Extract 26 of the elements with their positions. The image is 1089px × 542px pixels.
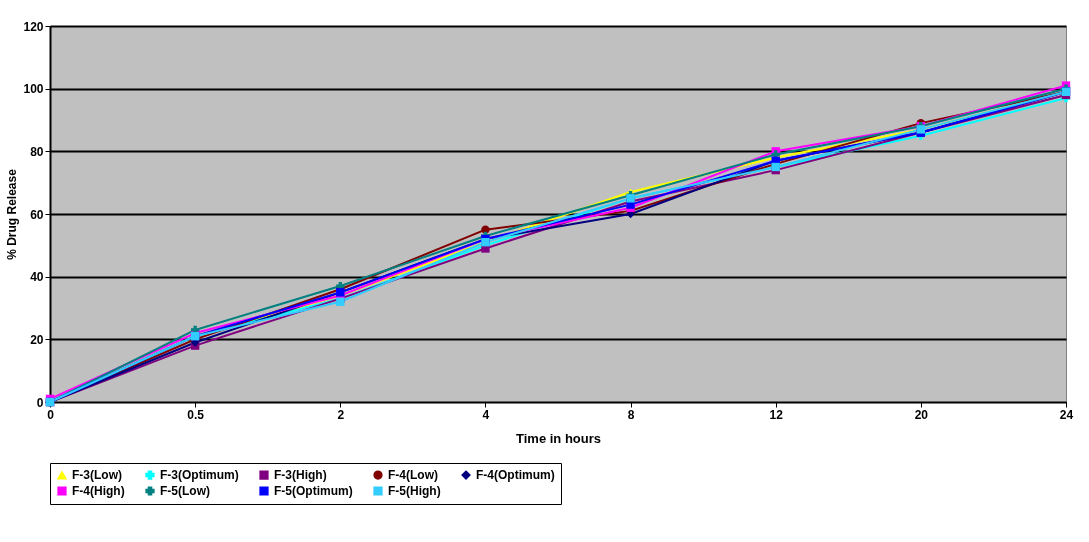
y-tick-label: 0 [36,395,44,410]
legend-label: F-4(High) [72,484,125,498]
legend-label: F-3(High) [274,468,327,483]
x-tick-label: 12 [769,407,784,422]
legend-label: F-5(Optimum) [274,484,353,498]
x-tick-label: 0 [47,407,55,422]
x-tick-label: 24 [1059,407,1074,422]
x-tick-label: 8 [627,407,635,422]
y-tick-label: 120 [23,19,44,34]
y-axis-title: % Drug Release [5,168,20,260]
y-tick-label: 20 [30,332,44,347]
x-tick-label: 2 [337,407,345,422]
legend-label: F-5(Low) [160,484,210,498]
legend-label: F-4(Low) [388,468,438,483]
x-tick-label: 20 [914,407,929,422]
legend-label: F-3(Low) [72,468,122,483]
x-axis-title: Time in hours [516,430,601,446]
x-tick-label: 0.5 [187,407,205,422]
legend-label: F-4(Optimum) [476,468,555,483]
y-tick-label: 100 [23,82,44,97]
legend-label: F-3(Optimum) [160,468,239,483]
legend-label: F-5(High) [388,484,441,498]
x-tick-label: 4 [482,407,490,422]
y-tick-label: 40 [30,270,44,285]
y-tick-label: 60 [30,207,44,222]
y-tick-label: 80 [30,144,44,159]
